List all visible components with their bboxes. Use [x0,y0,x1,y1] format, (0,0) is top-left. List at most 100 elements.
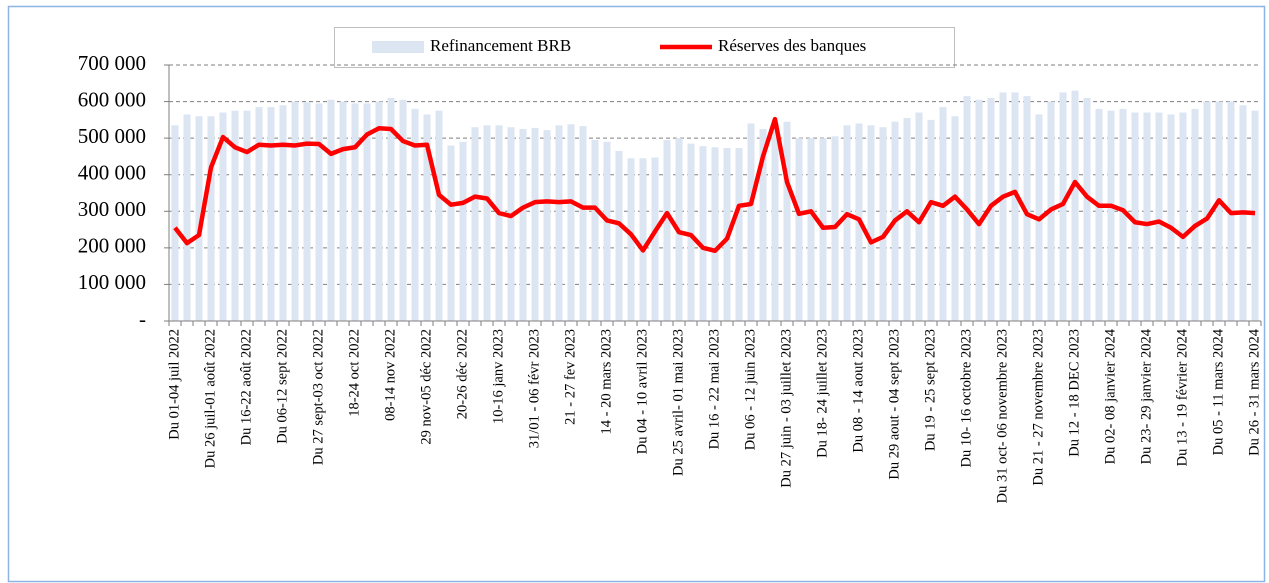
x-tick-label: 21 - 27 fev 2023 [562,329,578,425]
bar [735,148,743,321]
bar [1023,96,1031,321]
bar [183,114,191,321]
legend-swatch [372,41,424,53]
bar [507,127,515,322]
y-tick-label: 500 000 [78,124,146,148]
bar [1131,112,1139,322]
x-tick-label: Du 27 juin - 03 juillet 2023 [778,329,794,488]
bar [171,125,179,321]
bar [1191,108,1199,321]
bar [1179,112,1187,322]
bar [771,123,779,321]
bar [519,129,527,321]
x-tick-label: Du 27 sept-03 oct 2022 [310,329,326,465]
bar [1083,97,1091,322]
x-tick-label: Du 16-22 août 2022 [238,329,254,445]
chart-frame [7,5,1266,583]
bar [195,116,203,321]
x-tick-label: 29 nov-05 déc 2022 [418,329,434,445]
bar [1011,92,1019,321]
bar [591,139,599,321]
bar [663,139,671,321]
bar [411,108,419,321]
bar [951,116,959,321]
bar [231,110,239,321]
x-tick-label: Du 13 - 19 février 2024 [1174,328,1190,466]
bar [423,114,431,321]
bar [759,129,767,321]
x-tick-label: Du 25 avril- 01 mai 2023 [670,329,686,476]
bar [315,103,323,322]
x-tick-label: Du 12 - 18 DEC 2023 [1066,329,1082,457]
bar [711,147,719,321]
bar [807,138,815,321]
x-tick-label: Du 26 - 31 mars 2024 [1246,328,1262,456]
bar [699,146,707,321]
bar [567,124,575,321]
bar [447,145,455,321]
bar [303,102,311,321]
bar [783,121,791,321]
bar [1059,92,1067,321]
bar [351,103,359,322]
bar [291,101,299,321]
x-tick-label: Du 18- 24 juillet 2023 [814,329,830,458]
bar [399,99,407,321]
x-tick-label: Du 06-12 sept 2022 [274,329,290,444]
y-tick-label: - [139,307,146,331]
bar [1071,90,1079,321]
bar [555,125,563,321]
bar [915,112,923,322]
x-tick-label: Du 05 - 11 mars 2024 [1210,328,1226,455]
bar [1251,110,1259,321]
bar [387,97,395,322]
x-tick-label: 14 - 20 mars 2023 [598,329,614,435]
x-tick-label: 10-16 janv 2023 [490,329,506,424]
bar [363,103,371,322]
bar [1143,112,1151,322]
bar [795,138,803,321]
x-tick-label: 18-24 oct 2022 [346,329,362,417]
bar [1095,108,1103,321]
bar [603,141,611,321]
bar [1107,110,1115,321]
y-tick-label: 200 000 [78,234,146,258]
bar [483,125,491,321]
bar [267,107,275,321]
bar [687,143,695,321]
axes [164,64,1262,326]
y-tick-label: 600 000 [78,87,146,111]
x-tick-label: Du 02- 08 janvier 2024 [1102,328,1118,464]
bar [255,107,263,321]
y-tick-label: 700 000 [78,51,146,75]
x-tick-label: Du 01-04 juil 2022 [166,329,182,440]
bar [939,107,947,321]
bar [999,92,1007,321]
x-tick-label: Du 29 aout - 04 sept 2023 [886,329,902,480]
bar [375,101,383,321]
bar [843,125,851,321]
line [173,116,1256,254]
legend-label: Refinancement BRB [430,36,571,55]
bar [903,118,911,322]
bar [435,110,443,321]
bar [531,127,539,321]
bar [867,125,875,321]
bar [747,123,755,321]
bar [243,110,251,321]
x-tick-label: Du 08 - 14 aout 2023 [850,329,866,453]
bar [219,112,227,322]
y-tick-label: 400 000 [78,161,146,185]
x-tick-label: 20-26 déc 2022 [454,329,470,419]
x-tick-label: Du 23- 29 janvier 2024 [1138,328,1154,464]
bar [1119,108,1127,321]
bar [1215,101,1223,321]
bar [459,141,467,321]
x-tick-label: Du 04 - 10 avril 2023 [634,329,650,454]
bar [615,150,623,321]
bar [207,116,215,321]
bar [495,125,503,321]
y-tick-label: 300 000 [78,197,146,221]
x-tick-label: Du 21 - 27 novembre 2023 [1030,329,1046,486]
